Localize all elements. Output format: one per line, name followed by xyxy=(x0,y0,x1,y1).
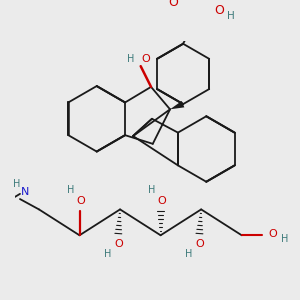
Text: H: H xyxy=(13,178,20,188)
Text: H: H xyxy=(127,54,134,64)
Text: O: O xyxy=(114,239,123,249)
Text: O: O xyxy=(142,54,150,64)
Text: O: O xyxy=(76,196,85,206)
Text: O: O xyxy=(268,229,277,238)
Text: H: H xyxy=(67,185,75,195)
Text: N: N xyxy=(21,187,29,197)
Text: O: O xyxy=(195,239,204,249)
Text: H: H xyxy=(227,11,235,21)
Text: O: O xyxy=(157,196,166,206)
Text: H: H xyxy=(185,249,193,259)
Text: O: O xyxy=(214,4,224,17)
Text: H: H xyxy=(104,249,112,259)
Text: H: H xyxy=(148,185,156,195)
Text: H: H xyxy=(281,234,289,244)
Polygon shape xyxy=(170,101,184,109)
Text: O: O xyxy=(168,0,178,9)
